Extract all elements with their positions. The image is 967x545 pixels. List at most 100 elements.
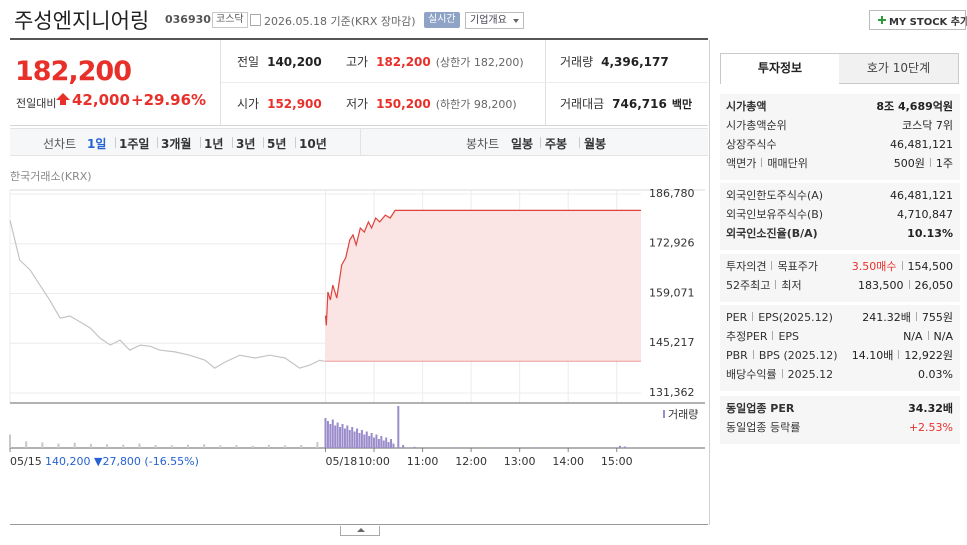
volume-bar [377,439,380,448]
quote-bottom-rule [10,125,708,126]
info-label-text: 외국인보유주식수(B) [726,208,824,221]
change-value: 42,000 [72,91,130,109]
info-label: 배당수익률 2025.12 [726,367,833,383]
info-value: 8조 4,689억원 [876,99,953,115]
bottom-rule [10,524,708,525]
info-label: 추정PER EPS [726,329,799,345]
volume-bar [363,434,366,448]
x-tick-label: 15:00 [601,455,633,468]
info-value-text: +2.53% [908,421,953,434]
period-tab[interactable]: 1일 [87,137,107,151]
separator [898,350,900,359]
volume-bar [138,443,141,448]
volume-bar [402,445,405,448]
cell-value: 746,716 [612,97,667,111]
volume-bar [380,436,383,448]
company-button[interactable]: 기업개요 [465,12,524,29]
volume-bar [348,430,351,448]
info-group: 시가총액 8조 4,689억원 시가총액순위 코스닥 7위 상장주식수 46,481,12… [720,94,960,180]
info-value-text: 46,481,121 [890,138,953,151]
info-value-text: 14.10배 [851,349,894,362]
candle-tab[interactable]: 월봉 [584,137,607,151]
volume-bar [154,445,157,448]
x-tick-label: 13:00 [504,455,536,468]
volume-bar [375,434,378,448]
info-label-text: 최저 [781,279,802,292]
change-percent: +29.96% [131,91,207,109]
volume-bar [106,444,109,448]
info-value-text: 34.32배 [908,402,953,415]
info-label-text: EPS [778,330,800,343]
info-label: 외국인한도주식수(A) [726,188,823,204]
realtime-badge[interactable]: 실시간 [424,12,460,28]
candle-tab[interactable]: 주봉 [545,137,568,151]
quote-cell: 저가 150,200 (하한가 98,200) [346,95,517,112]
separator [772,331,774,340]
info-label-text: 목표주가 [777,260,818,273]
info-value-text: 183,500 [858,279,904,292]
info-value: N/A N/A [903,329,953,345]
dropdown-arrow [512,19,519,23]
info-label: PER EPS(2025.12) [726,310,833,326]
up-arrow-base [60,100,66,105]
up-arrow [56,93,70,100]
volume-bar [387,442,390,448]
info-value: 46,481,121 [890,137,953,153]
info-tab-label[interactable]: 투자정보 [757,61,803,75]
candle-tab[interactable]: 일봉 [511,137,534,151]
volume-bar [329,424,332,448]
cell-note: (하한가 98,200) [435,98,517,111]
volume-bar [203,444,206,448]
info-tab-label[interactable]: 호가 10단계 [866,61,931,75]
volume-bar [413,446,416,448]
tab-separator [579,137,580,148]
collapse-button[interactable] [340,526,380,536]
volume-bar [316,442,319,448]
info-tab[interactable]: 호가 10단계 [839,53,959,84]
mystock-button[interactable]: MY STOCK 추가 [869,10,967,30]
plus-icon-v [881,16,883,24]
info-value-text: N/A [933,330,953,343]
mystock-label[interactable]: MY STOCK 추가 [889,17,967,28]
cell-value: 4,396,177 [601,55,669,69]
separator [915,312,917,321]
info-value-text: 26,050 [914,279,954,292]
info-value-text: 241.32배 [862,311,911,324]
chart-source: 한국거래소(KRX) [10,170,92,183]
cell-label: 시가 [237,97,260,111]
panel-divider [709,40,710,525]
period-tab[interactable]: 3개월 [161,137,192,151]
volume-title: 거래량 [668,408,698,421]
quote-cell: 시가 152,900 [237,95,322,112]
period-bar [10,128,708,156]
info-label-text: EPS(2025.12) [758,311,833,324]
volume-bar [397,406,400,448]
period-tab[interactable]: 10년 [299,137,327,151]
info-value-text: 0.03% [918,368,953,381]
separator [771,261,773,270]
market-badge: 코스닥 [212,12,248,28]
info-label-text: 추정PER [726,330,768,343]
info-tab[interactable]: 투자정보 [720,53,840,84]
info-label-text: PBR [726,349,748,362]
volume-bar [57,443,60,448]
info-value-text: 755원 [921,311,953,324]
info-label-text: 시가총액순위 [726,119,787,132]
info-label-text: 동일업종 PER [726,402,795,415]
info-label: 외국인보유주식수(B) [726,207,823,223]
volume-bar [341,424,344,448]
period-tab[interactable]: 3년 [236,137,256,151]
period-tab[interactable]: 5년 [267,137,287,151]
volume-bar [331,419,334,448]
period-tab[interactable]: 1년 [204,137,224,151]
info-value: 500원 1주 [894,156,953,172]
volume-bar [41,442,44,448]
volume-bar [360,430,363,448]
quote-cell: 거래대금 746,716 백만 [560,95,692,112]
period-tab[interactable]: 1주일 [119,137,150,151]
cell-label: 거래량 [560,55,594,69]
top-rule [10,38,708,40]
info-label: 상장주식수 [726,137,777,153]
quote-cell: 고가 182,200 (상한가 182,200) [346,53,524,70]
info-label: 시가총액 [726,99,766,115]
